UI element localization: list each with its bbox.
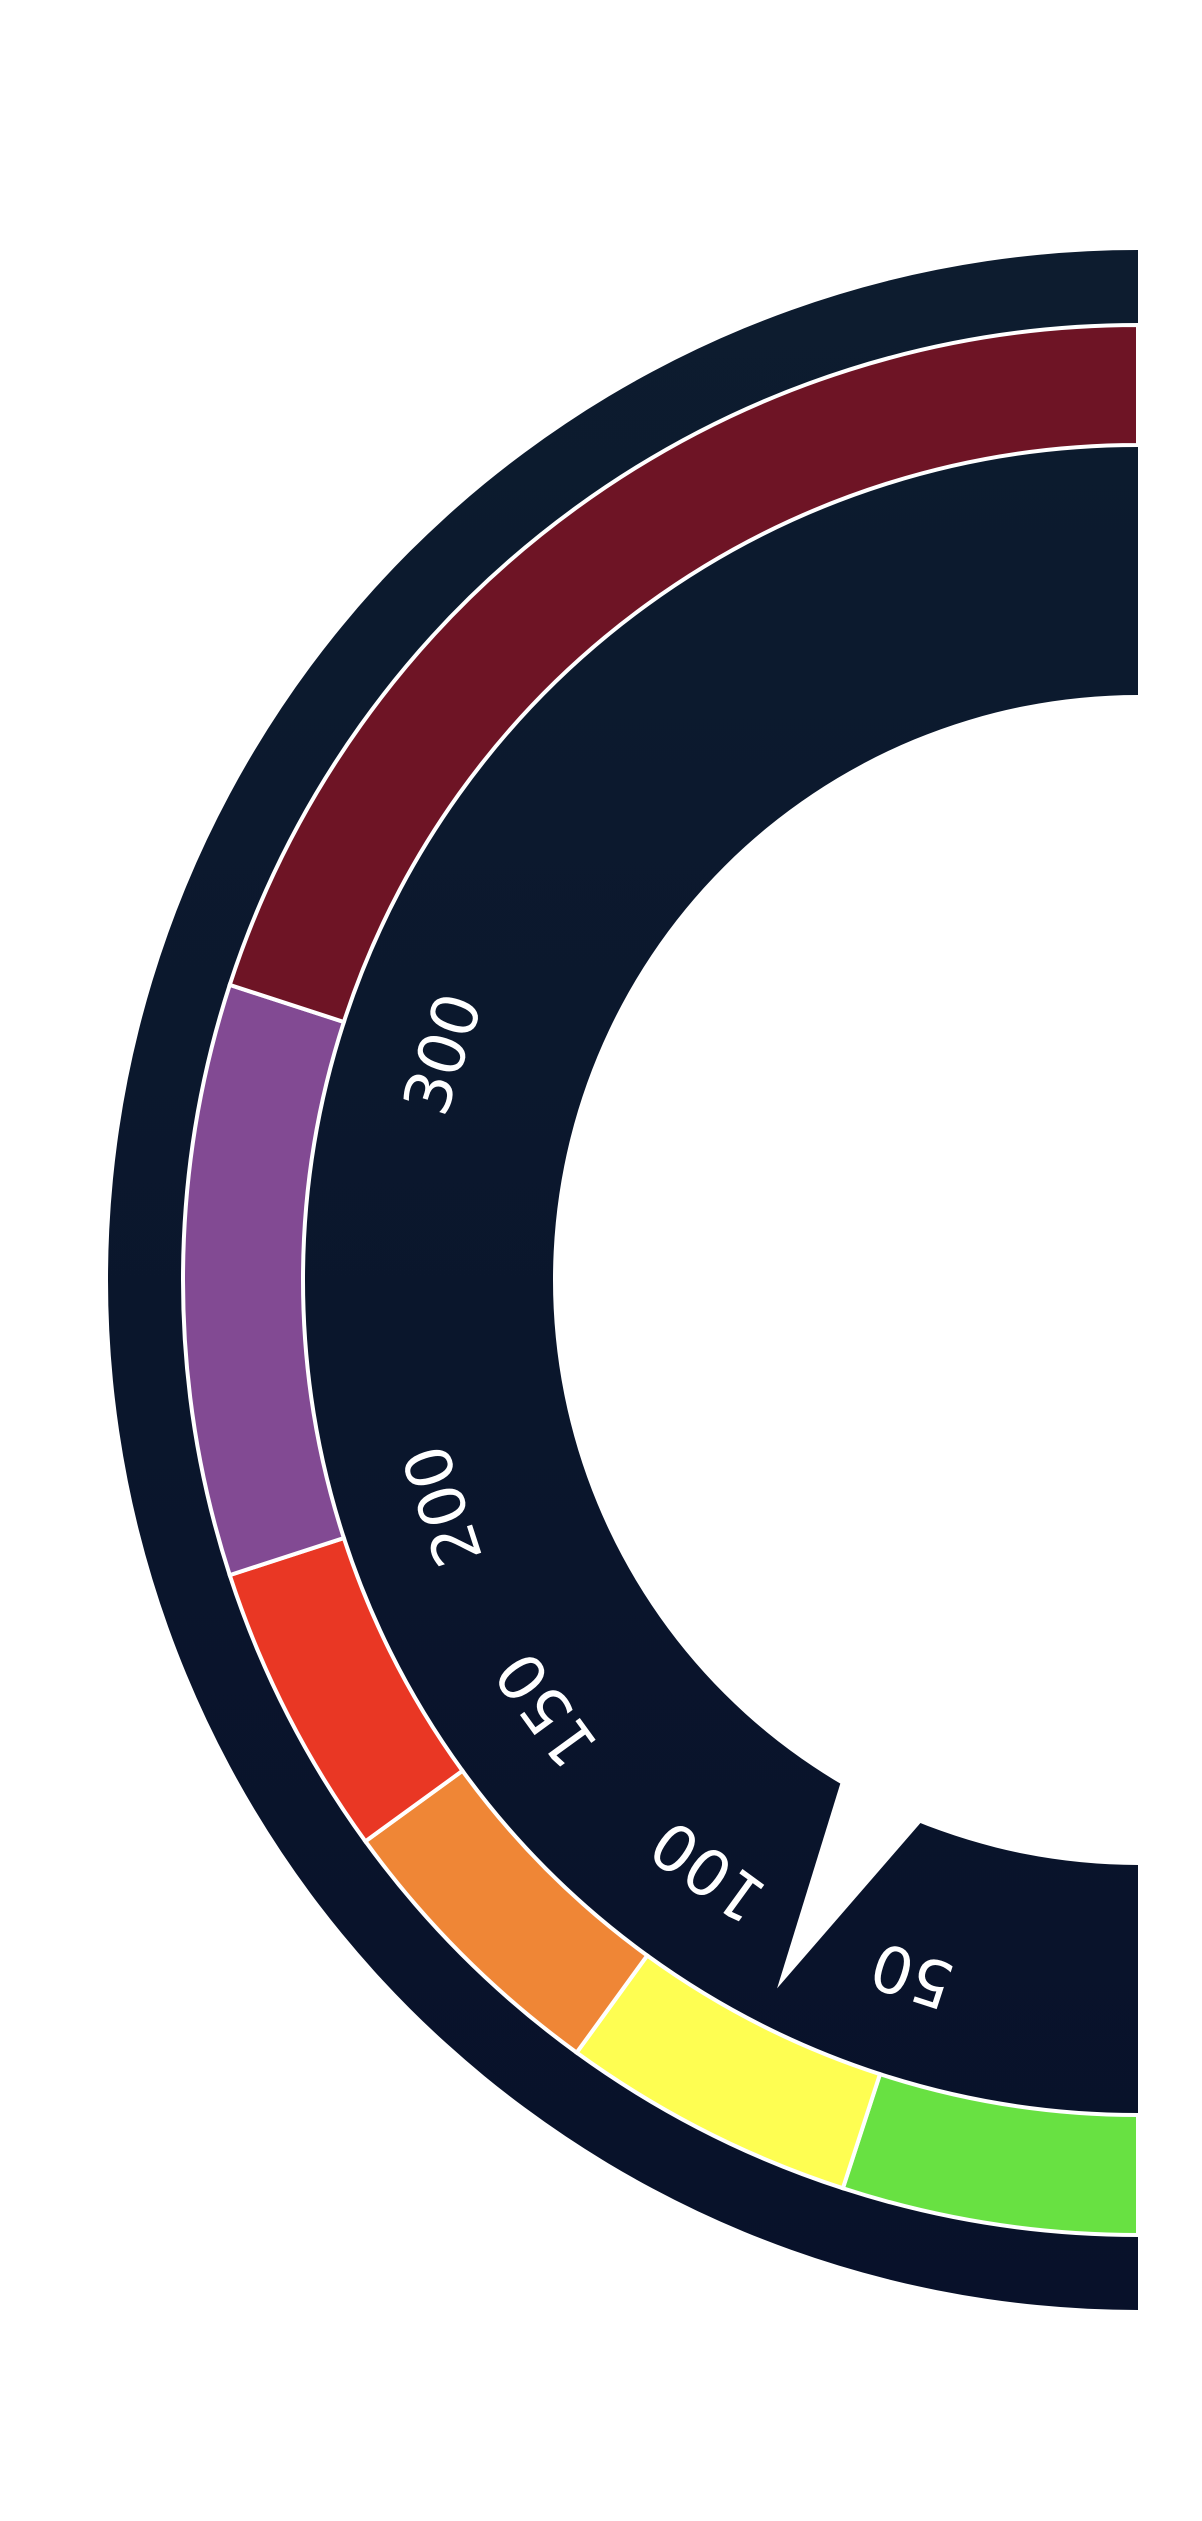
gauge-band-300-500	[227, 322, 1140, 1025]
gauge-pointer-notch	[777, 1724, 963, 1989]
gauge-bands	[181, 322, 1140, 2238]
gauge-center-divider	[1138, 685, 1150, 1875]
